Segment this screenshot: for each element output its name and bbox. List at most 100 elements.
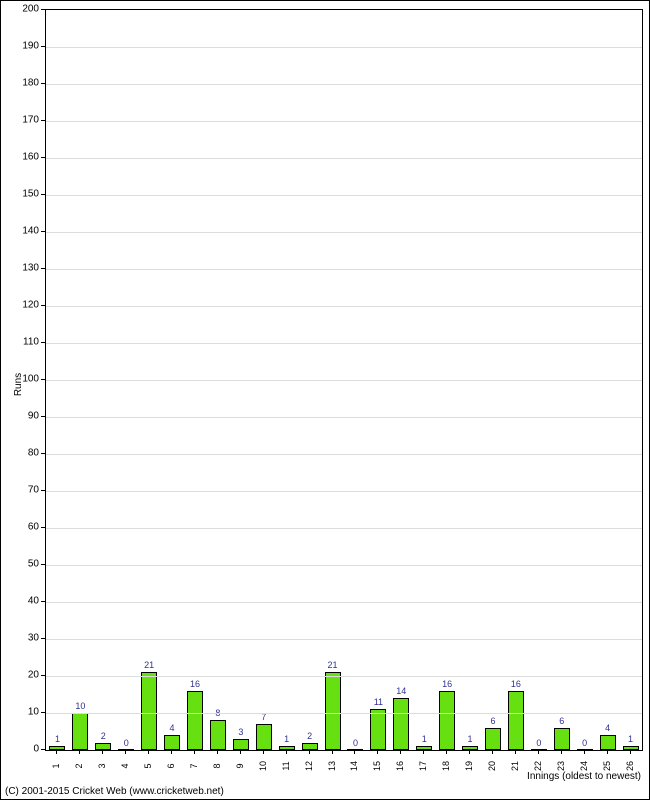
x-tick-label: 11 bbox=[281, 761, 291, 770]
bar-value-label: 6 bbox=[490, 716, 495, 726]
x-tick-mark bbox=[125, 750, 126, 754]
bar-value-label: 21 bbox=[144, 660, 154, 670]
x-axis-title: Innings (oldest to newest) bbox=[527, 771, 641, 782]
y-tick-mark bbox=[41, 416, 45, 417]
x-tick-label: 18 bbox=[441, 761, 451, 771]
y-tick-label: 140 bbox=[22, 226, 39, 237]
bar-value-label: 16 bbox=[511, 679, 521, 689]
gridline bbox=[46, 380, 642, 381]
x-tick-label: 14 bbox=[349, 761, 359, 771]
bar bbox=[141, 672, 157, 750]
y-tick-label: 80 bbox=[28, 448, 39, 459]
y-tick-label: 160 bbox=[22, 152, 39, 163]
y-tick-label: 40 bbox=[28, 596, 39, 607]
bar bbox=[49, 746, 65, 750]
x-tick-mark bbox=[377, 750, 378, 754]
bar bbox=[325, 672, 341, 750]
y-tick-mark bbox=[41, 564, 45, 565]
y-tick-mark bbox=[41, 46, 45, 47]
bar bbox=[347, 749, 363, 750]
x-tick-mark bbox=[561, 750, 562, 754]
x-tick-mark bbox=[423, 750, 424, 754]
bar-value-label: 1 bbox=[55, 734, 60, 744]
x-tick-label: 1 bbox=[51, 763, 61, 768]
bar-value-label: 0 bbox=[124, 738, 129, 748]
x-tick-mark bbox=[584, 750, 585, 754]
bar-value-label: 16 bbox=[190, 679, 200, 689]
x-tick-label: 25 bbox=[602, 761, 612, 771]
gridline bbox=[46, 84, 642, 85]
gridline bbox=[46, 306, 642, 307]
bar-value-label: 3 bbox=[238, 727, 243, 737]
x-tick-mark bbox=[332, 750, 333, 754]
x-tick-mark bbox=[538, 750, 539, 754]
x-tick-label: 22 bbox=[533, 761, 543, 771]
y-tick-label: 150 bbox=[22, 189, 39, 200]
copyright-text: (C) 2001-2015 Cricket Web (www.cricketwe… bbox=[5, 786, 224, 797]
x-tick-mark bbox=[446, 750, 447, 754]
bar-value-label: 0 bbox=[353, 738, 358, 748]
x-tick-label: 21 bbox=[510, 761, 520, 771]
y-tick-mark bbox=[41, 194, 45, 195]
x-tick-mark bbox=[492, 750, 493, 754]
bar bbox=[256, 724, 272, 750]
gridline bbox=[46, 47, 642, 48]
gridline bbox=[46, 602, 642, 603]
gridline bbox=[46, 565, 642, 566]
bar bbox=[416, 746, 432, 750]
bar bbox=[439, 691, 455, 750]
bar-value-label: 21 bbox=[328, 660, 338, 670]
bar bbox=[164, 735, 180, 750]
x-tick-label: 26 bbox=[625, 761, 635, 771]
y-tick-mark bbox=[41, 749, 45, 750]
x-tick-label: 24 bbox=[579, 761, 589, 771]
x-tick-mark bbox=[194, 750, 195, 754]
chart-frame: 1102021416837122101114116161606041 01020… bbox=[0, 0, 650, 800]
bar bbox=[187, 691, 203, 750]
y-tick-mark bbox=[41, 601, 45, 602]
bar bbox=[393, 698, 409, 750]
bar bbox=[508, 691, 524, 750]
y-tick-mark bbox=[41, 342, 45, 343]
y-tick-mark bbox=[41, 379, 45, 380]
y-tick-mark bbox=[41, 638, 45, 639]
gridline bbox=[46, 343, 642, 344]
y-tick-label: 20 bbox=[28, 670, 39, 681]
y-tick-mark bbox=[41, 712, 45, 713]
x-tick-mark bbox=[400, 750, 401, 754]
bar-value-label: 2 bbox=[307, 731, 312, 741]
gridline bbox=[46, 121, 642, 122]
x-tick-mark bbox=[148, 750, 149, 754]
x-tick-label: 5 bbox=[143, 763, 153, 768]
x-tick-label: 12 bbox=[304, 761, 314, 771]
bar-value-label: 0 bbox=[536, 738, 541, 748]
bar bbox=[302, 743, 318, 750]
y-tick-label: 190 bbox=[22, 41, 39, 52]
gridline bbox=[46, 639, 642, 640]
bar bbox=[370, 709, 386, 750]
bar bbox=[233, 739, 249, 750]
gridline bbox=[46, 195, 642, 196]
x-tick-mark bbox=[607, 750, 608, 754]
x-tick-label: 15 bbox=[372, 761, 382, 771]
gridline bbox=[46, 269, 642, 270]
bar bbox=[554, 728, 570, 750]
bar-value-label: 16 bbox=[442, 679, 452, 689]
y-axis-title: Runs bbox=[13, 373, 24, 396]
x-tick-mark bbox=[102, 750, 103, 754]
x-tick-label: 20 bbox=[487, 761, 497, 771]
x-tick-label: 13 bbox=[327, 761, 337, 771]
x-tick-mark bbox=[469, 750, 470, 754]
y-tick-mark bbox=[41, 305, 45, 306]
x-tick-label: 3 bbox=[97, 763, 107, 768]
x-tick-label: 6 bbox=[166, 763, 176, 768]
x-tick-mark bbox=[56, 750, 57, 754]
gridline bbox=[46, 454, 642, 455]
x-tick-label: 19 bbox=[464, 761, 474, 771]
bar bbox=[462, 746, 478, 750]
y-tick-mark bbox=[41, 157, 45, 158]
x-tick-mark bbox=[309, 750, 310, 754]
x-tick-label: 17 bbox=[418, 761, 428, 771]
gridline bbox=[46, 417, 642, 418]
gridline bbox=[46, 232, 642, 233]
